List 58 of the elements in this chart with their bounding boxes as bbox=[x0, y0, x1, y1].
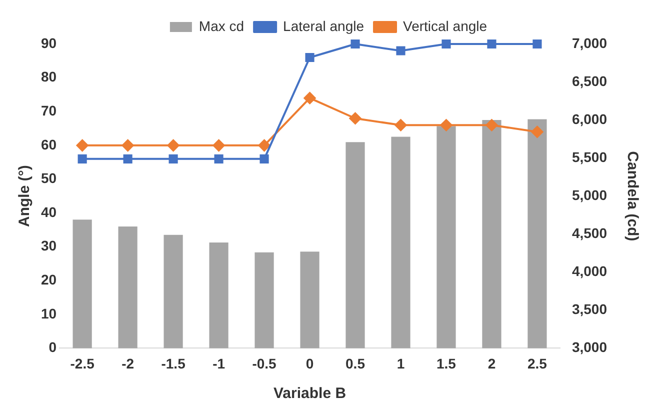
y2-tick-label: 5,500 bbox=[572, 148, 608, 165]
point bbox=[214, 154, 224, 164]
point bbox=[304, 92, 316, 104]
y2-tick-label: 3,000 bbox=[572, 339, 608, 356]
y-tick-label: 0 bbox=[48, 339, 57, 356]
y-tick-label: 40 bbox=[40, 204, 57, 220]
y2-tick-label: 6,000 bbox=[572, 110, 608, 127]
y2-axis-title: Candela (cd) bbox=[624, 151, 641, 242]
legend-label: Vertical angle bbox=[403, 18, 488, 34]
point bbox=[394, 119, 407, 132]
point bbox=[78, 154, 87, 164]
point bbox=[396, 46, 406, 56]
point bbox=[258, 139, 270, 152]
y-axis-title: Angle (°) bbox=[16, 165, 34, 228]
y-tick-label: 90 bbox=[40, 34, 57, 51]
point bbox=[123, 154, 132, 164]
y-tick-label: 70 bbox=[40, 102, 57, 118]
y-tick-label: 10 bbox=[40, 305, 57, 322]
x-tick-label: 0.5 bbox=[346, 355, 366, 372]
y2-tick-label: 7,000 bbox=[572, 34, 608, 51]
point bbox=[350, 39, 360, 49]
point bbox=[122, 139, 134, 152]
x-tick-label: 2.5 bbox=[527, 355, 548, 372]
y2-tick-label: 5,000 bbox=[572, 186, 608, 203]
point bbox=[487, 39, 496, 49]
point bbox=[167, 139, 180, 152]
legend-label: Max cd bbox=[198, 18, 244, 34]
y-tick-label: 50 bbox=[40, 170, 57, 186]
point bbox=[260, 154, 269, 164]
point bbox=[440, 119, 452, 132]
y2-tick-label: 4,000 bbox=[572, 263, 608, 280]
y2-tick-label: 3,500 bbox=[572, 301, 608, 318]
y2-tick-label: 4,500 bbox=[572, 224, 608, 241]
y2-tick-label: 6,500 bbox=[572, 72, 608, 89]
x-axis-title: Variable B bbox=[273, 385, 346, 402]
x-tick-label: 1 bbox=[396, 355, 405, 372]
x-tick-label: -1.5 bbox=[161, 355, 186, 372]
point bbox=[486, 119, 498, 132]
x-tick-label: -1 bbox=[212, 355, 226, 372]
point bbox=[442, 39, 451, 49]
x-tick-label: -0.5 bbox=[252, 355, 277, 372]
point bbox=[305, 52, 314, 62]
x-tick-label: -2 bbox=[122, 355, 134, 372]
legend-label: Lateral angle bbox=[283, 18, 364, 34]
point bbox=[531, 126, 544, 138]
y-tick-label: 30 bbox=[40, 238, 57, 254]
y-tick-label: 80 bbox=[40, 68, 57, 85]
y-tick-label: 60 bbox=[40, 136, 57, 152]
y-tick-label: 20 bbox=[40, 271, 57, 288]
point bbox=[168, 154, 178, 164]
point bbox=[76, 139, 88, 152]
point bbox=[532, 39, 542, 49]
x-tick-label: 1.5 bbox=[436, 355, 456, 372]
x-tick-label: 0 bbox=[306, 355, 314, 372]
point bbox=[349, 112, 362, 124]
x-tick-label: -2.5 bbox=[70, 355, 95, 372]
point bbox=[212, 139, 225, 152]
x-tick-label: 2 bbox=[488, 355, 496, 372]
